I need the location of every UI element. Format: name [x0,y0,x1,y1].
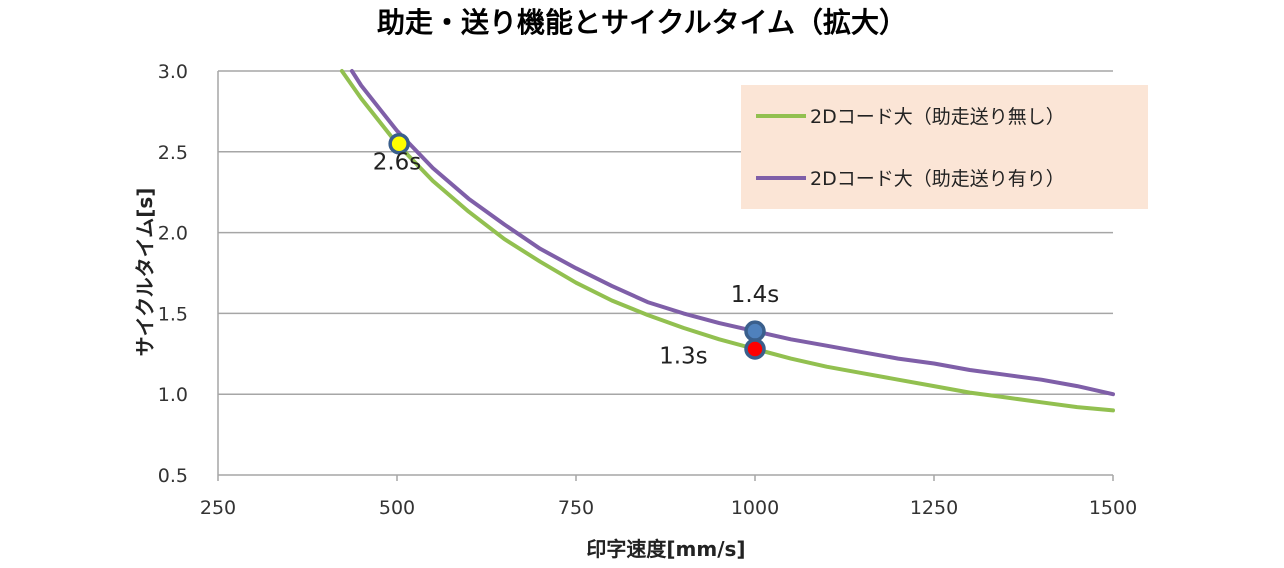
y-tick-label: 1.0 [158,384,188,406]
series-line [339,69,1115,413]
data-point-marker [744,338,766,360]
data-label: 1.4s [731,282,780,308]
data-point-marker [744,320,766,342]
y-ticks: 0.5 1.0 1.5 2.0 2.5 3.0 [158,61,188,487]
legend: 2Dコード大（助走送り無し） 2Dコード大（助走送り有り） [741,85,1148,209]
y-axis-title: サイクルタイム[s] [133,188,157,357]
x-tick-label: 1000 [731,497,779,519]
series-line [349,69,1115,397]
data-label: 1.3s [659,343,708,369]
x-ticks: 250 500 750 1000 1250 1500 [200,475,1137,519]
y-tick-label: 3.0 [158,61,188,83]
y-tick-label: 0.5 [158,465,188,487]
data-label: 2.6s [373,150,422,176]
chart-title: 助走・送り機能とサイクルタイム（拡大） [377,6,907,39]
grid-lines [217,70,1113,476]
x-tick-label: 750 [558,497,594,519]
x-tick-label: 250 [200,497,236,519]
data-markers [388,132,766,360]
x-axis-title: 印字速度[mm/s] [586,537,745,561]
series-lines [339,69,1115,413]
data-point-marker [388,132,410,155]
y-tick-label: 2.5 [158,142,188,164]
x-tick-label: 1250 [910,497,958,519]
x-tick-label: 500 [379,497,415,519]
annotations: 2.6s 1.4s 1.3s [373,150,780,370]
legend-box [741,85,1148,209]
legend-label: 2Dコード大（助走送り有り） [810,168,1065,190]
x-tick-label: 1500 [1089,497,1137,519]
y-tick-label: 1.5 [158,303,188,325]
legend-label: 2Dコード大（助走送り無し） [810,106,1065,128]
y-tick-label: 2.0 [158,223,188,245]
